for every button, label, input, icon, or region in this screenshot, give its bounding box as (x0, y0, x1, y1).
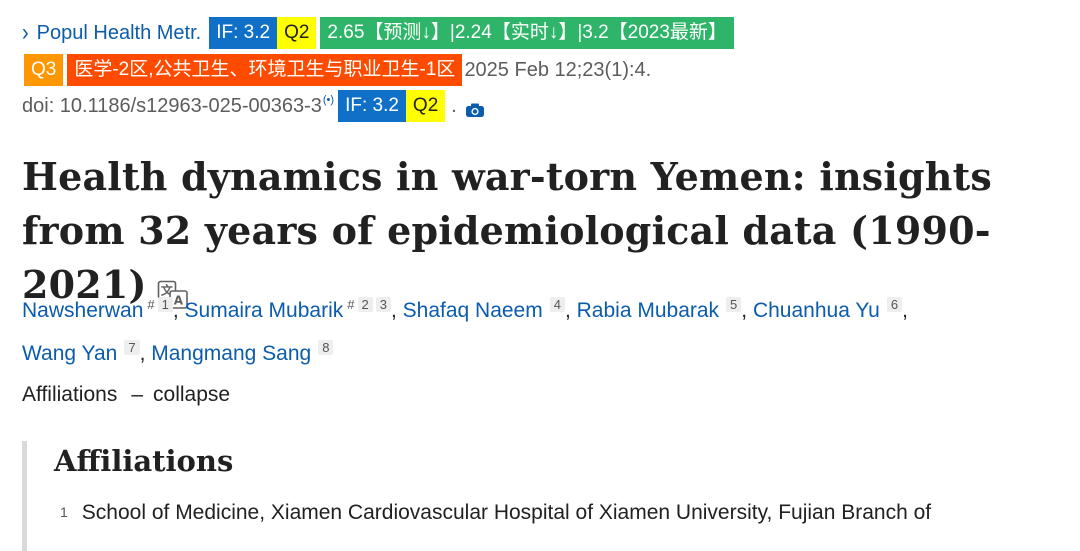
author-list: Nawsherwan #1, Sumaira Mubarik #2 3, Shafaq… (22, 286, 1062, 372)
doi-impact-factor-badge: IF: 3.2 (338, 90, 406, 122)
author-link[interactable]: Nawsherwan (22, 299, 144, 322)
impact-factor-trend-badge: 2.65【预测↓】|2.24【实时↓】|3.2【2023最新】 (320, 17, 734, 49)
author-affiliation-marks: 4 (547, 297, 565, 312)
author-link[interactable]: Mangmang Sang (151, 342, 312, 365)
affiliation-ref[interactable]: 4 (549, 297, 565, 312)
doi-text: doi: 10.1186/s12963-025-00363-3 (22, 94, 322, 117)
author-affiliation-marks: 7 (121, 340, 140, 355)
broadcast-icon[interactable]: (•) (322, 94, 335, 106)
article-title-text: Health dynamics in war-torn Yemen: insig… (22, 154, 992, 307)
camera-icon[interactable] (465, 101, 485, 117)
journal-line: › Popul Health Metr. IF: 3.2 Q2 2.65【预测↓… (22, 17, 734, 49)
chevron-right-icon[interactable]: › (22, 19, 29, 46)
equal-contribution-mark: # (347, 297, 355, 312)
separator-dot: . (451, 94, 457, 117)
author-link[interactable]: Shafaq Naeem (402, 299, 543, 322)
affiliation-ref[interactable]: 1 (157, 297, 173, 312)
category-line: Q3 医学-2区,公共卫生、环境卫生与职业卫生-1区 2025 Feb 12;2… (22, 54, 651, 86)
affiliation-ref[interactable]: 5 (726, 297, 742, 312)
author-link[interactable]: Sumaira Mubarik (184, 299, 344, 322)
affiliations-panel: Affiliations 1 School of Medicine, Xiamen… (22, 441, 1067, 551)
doi-line: doi: 10.1186/s12963-025-00363-3 (•) IF: … (22, 90, 485, 122)
author-link[interactable]: Wang Yan (22, 342, 118, 365)
author-separator: , (390, 299, 403, 322)
author-affiliation-marks: #2 3 (347, 297, 391, 312)
affiliations-toggle[interactable]: Affiliations – collapse (22, 383, 230, 407)
author-affiliation-marks: 6 (884, 297, 903, 312)
toggle-dash: – (131, 383, 144, 406)
affiliations-toggle-label: Affiliations (22, 383, 118, 406)
author-separator: , (902, 299, 908, 322)
affiliation-ref[interactable]: 2 (357, 297, 373, 312)
affiliations-heading: Affiliations (54, 444, 234, 478)
collapse-link[interactable]: collapse (153, 383, 231, 406)
author-separator: , (172, 299, 185, 322)
author-affiliation-marks: 8 (315, 340, 334, 355)
citation-text: 2025 Feb 12;23(1):4. (464, 58, 652, 81)
affiliation-number: 1 (60, 504, 68, 520)
translate-icon[interactable]: 文 A (157, 270, 189, 309)
doi-quartile-badge: Q2 (405, 90, 446, 122)
author-link[interactable]: Rabia Mubarak (576, 299, 720, 322)
affiliation-item: 1 School of Medicine, Xiamen Cardiovascul… (60, 501, 931, 525)
affiliation-ref[interactable]: 3 (375, 297, 391, 312)
affiliation-ref[interactable]: 6 (886, 297, 903, 312)
author-affiliation-marks: 5 (723, 297, 742, 312)
author-affiliation-marks: #1 (147, 297, 173, 312)
author-separator: , (139, 342, 152, 365)
journal-link[interactable]: Popul Health Metr. (36, 21, 202, 44)
affiliation-ref[interactable]: 8 (318, 340, 334, 355)
svg-text:A: A (174, 293, 184, 307)
affiliation-text: School of Medicine, Xiamen Cardiovascula… (81, 501, 932, 524)
cas-category-badge: 医学-2区,公共卫生、环境卫生与职业卫生-1区 (67, 54, 463, 86)
article-title: Health dynamics in war-torn Yemen: insig… (22, 150, 1072, 312)
equal-contribution-mark: # (147, 297, 155, 312)
author-separator: , (741, 299, 753, 322)
affiliation-ref[interactable]: 7 (124, 340, 140, 355)
author-link[interactable]: Chuanhua Yu (752, 299, 880, 322)
quartile-badge: Q2 (277, 17, 317, 49)
impact-factor-badge: IF: 3.2 (209, 17, 278, 49)
author-separator: , (564, 299, 577, 322)
cas-quartile-badge: Q3 (24, 54, 64, 86)
